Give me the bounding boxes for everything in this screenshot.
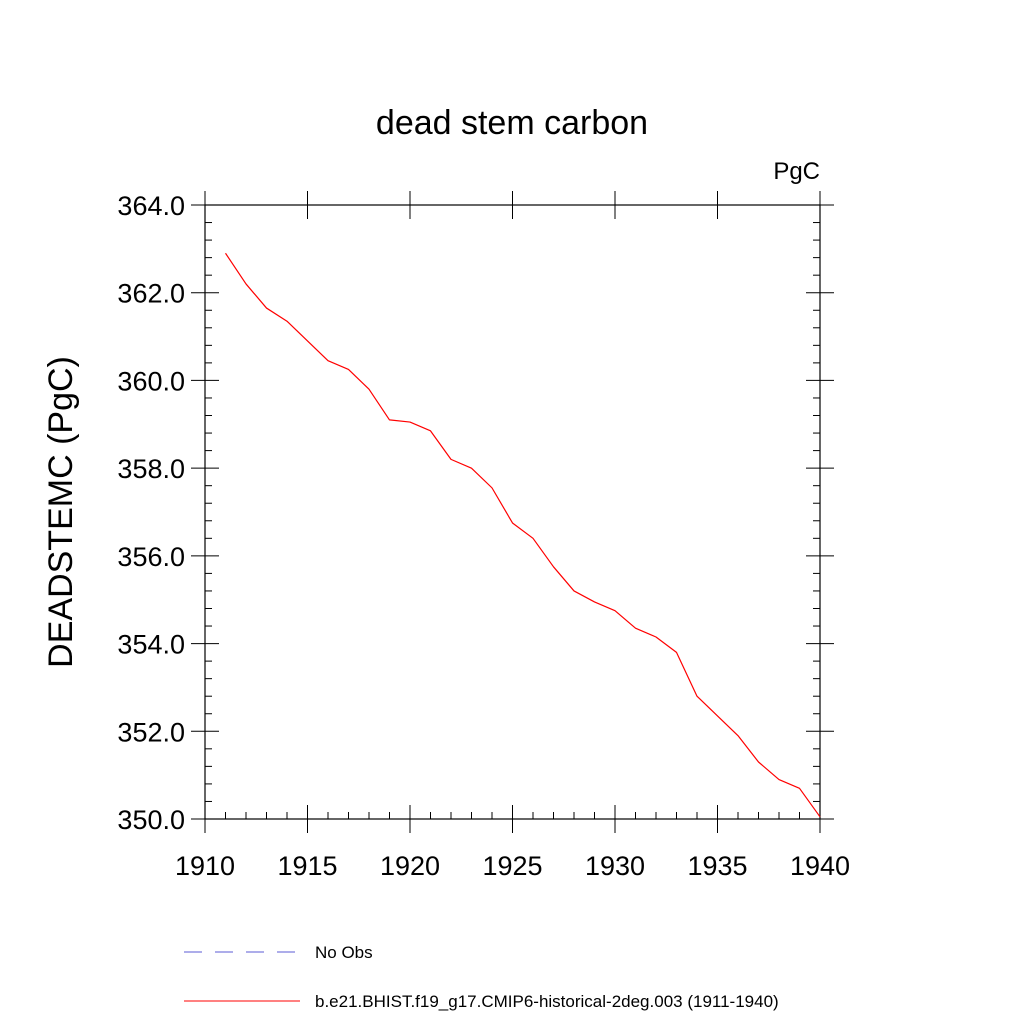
y-tick-label: 360.0	[117, 366, 185, 396]
y-tick-label: 364.0	[117, 191, 185, 221]
legend: No Obs b.e21.BHIST.f19_g17.CMIP6-historic…	[184, 943, 779, 1011]
x-tick-label: 1920	[380, 851, 440, 881]
x-tick-label: 1940	[790, 851, 850, 881]
y-tick-label: 350.0	[117, 805, 185, 835]
y-tick-label: 358.0	[117, 454, 185, 484]
x-tick-label: 1935	[687, 851, 747, 881]
series-layer	[225, 252, 821, 818]
y-tick-label: 354.0	[117, 630, 185, 660]
series-line	[225, 252, 821, 818]
legend-label: No Obs	[315, 943, 373, 962]
x-tick-label: 1930	[585, 851, 645, 881]
x-tick-label: 1915	[277, 851, 337, 881]
chart-title: dead stem carbon	[376, 104, 648, 142]
y-axis-label: DEADSTEMC (PgC)	[42, 356, 80, 668]
plot-frame	[204, 204, 821, 820]
y-tick-label: 352.0	[117, 717, 185, 747]
axes: 1910 1915 1920 1925 1930 1935 1940 350.0 352.0 35…	[117, 191, 850, 881]
x-tick-label: 1910	[175, 851, 235, 881]
legend-label: b.e21.BHIST.f19_g17.CMIP6-historical-2de…	[315, 992, 779, 1011]
units-label: PgC	[773, 158, 820, 185]
y-tick-label: 362.0	[117, 279, 185, 309]
y-tick-label: 356.0	[117, 542, 185, 572]
x-tick-label: 1925	[482, 851, 542, 881]
